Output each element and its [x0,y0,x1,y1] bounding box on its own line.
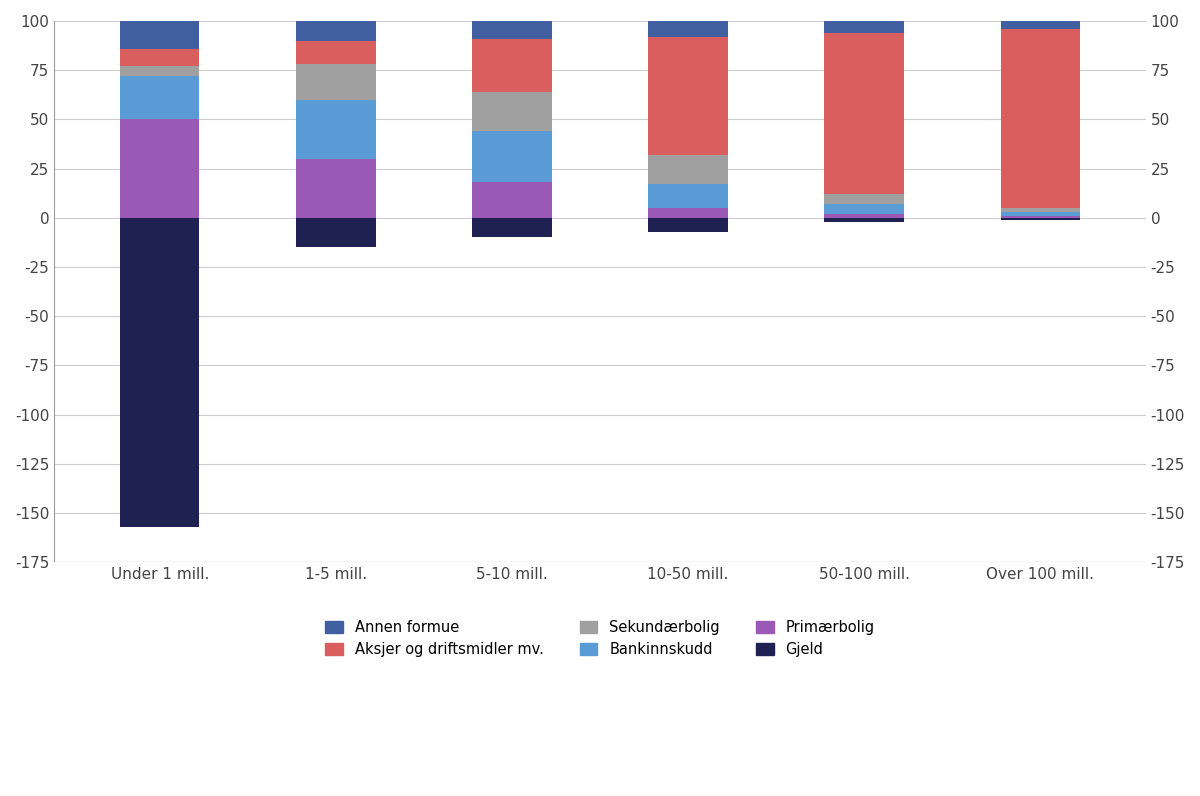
Bar [473,131,552,182]
Bar [120,66,199,76]
Bar [120,119,199,218]
Bar [473,218,552,237]
Bar [296,64,376,100]
Bar [473,21,552,39]
Bar [824,194,904,204]
Bar [648,185,727,208]
Bar [648,155,727,185]
Bar [296,21,376,41]
Bar [824,214,904,218]
Bar [1001,208,1080,212]
Bar [120,49,199,66]
Bar [1001,218,1080,220]
Bar [296,100,376,158]
Bar [824,218,904,222]
Bar [120,218,199,527]
Bar [648,37,727,155]
Bar [473,182,552,218]
Bar [473,92,552,131]
Bar [120,76,199,119]
Bar [296,41,376,64]
Bar [648,218,727,232]
Bar [296,218,376,248]
Bar [120,21,199,49]
Legend: Annen formue, Aksjer og driftsmidler mv., Sekundærbolig, Bankinnskudd, Primærbol: Annen formue, Aksjer og driftsmidler mv.… [319,615,881,663]
Bar [824,17,904,33]
Bar [1001,216,1080,218]
Bar [824,204,904,214]
Bar [473,39,552,92]
Bar [1001,29,1080,208]
Bar [824,33,904,194]
Bar [648,208,727,218]
Bar [1001,21,1080,29]
Bar [1001,212,1080,216]
Bar [648,21,727,37]
Bar [296,158,376,218]
